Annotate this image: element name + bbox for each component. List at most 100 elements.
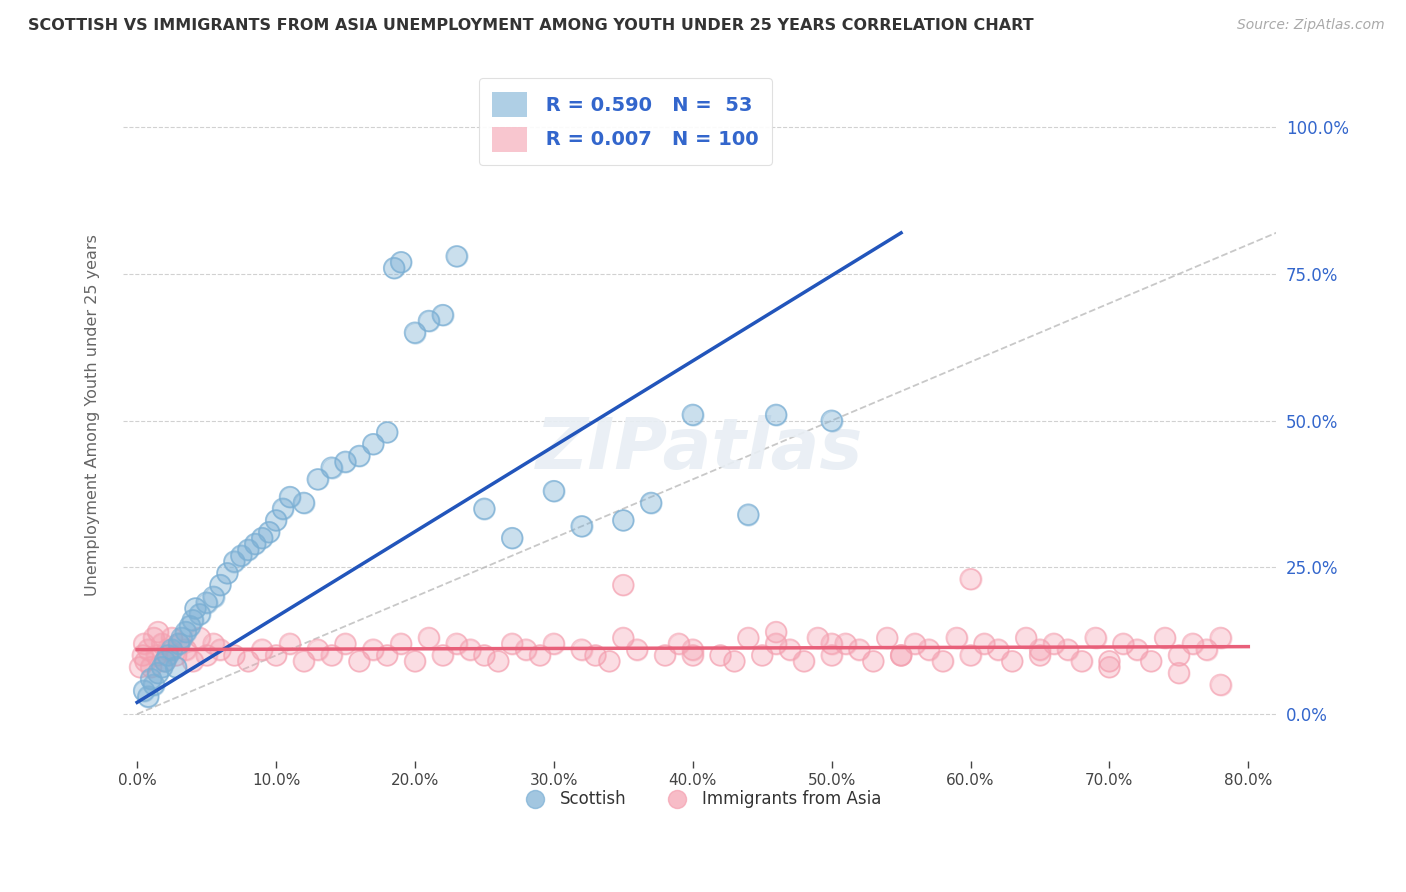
Point: [723, 654, 745, 668]
Point: [959, 648, 981, 663]
Point: [136, 642, 159, 657]
Point: [654, 648, 676, 663]
Point: [904, 637, 927, 651]
Point: [165, 648, 187, 663]
Point: [250, 531, 273, 545]
Point: [876, 631, 898, 645]
Point: [195, 648, 218, 663]
Point: [1112, 637, 1135, 651]
Point: [987, 642, 1010, 657]
Point: [472, 648, 495, 663]
Point: [834, 637, 856, 651]
Point: [890, 648, 912, 663]
Point: [820, 648, 842, 663]
Point: [959, 648, 981, 663]
Point: [292, 496, 315, 510]
Point: [765, 408, 787, 422]
Point: [820, 637, 842, 651]
Point: [779, 642, 801, 657]
Point: [1209, 678, 1232, 692]
Point: [238, 654, 260, 668]
Point: [238, 542, 260, 557]
Point: [543, 637, 565, 651]
Point: [292, 654, 315, 668]
Point: [486, 654, 509, 668]
Point: [1112, 637, 1135, 651]
Point: [793, 654, 815, 668]
Point: [167, 637, 190, 651]
Text: Source: ZipAtlas.com: Source: ZipAtlas.com: [1237, 18, 1385, 32]
Point: [181, 654, 204, 668]
Point: [250, 531, 273, 545]
Point: [918, 642, 941, 657]
Point: [264, 513, 287, 527]
Point: [174, 642, 197, 657]
Point: [156, 642, 179, 657]
Point: [361, 437, 384, 451]
Point: [188, 631, 211, 645]
Point: [432, 648, 454, 663]
Point: [250, 642, 273, 657]
Point: [181, 654, 204, 668]
Point: [460, 642, 482, 657]
Point: [382, 261, 405, 276]
Point: [188, 607, 211, 622]
Point: [132, 637, 155, 651]
Point: [153, 654, 176, 668]
Point: [918, 642, 941, 657]
Point: [862, 654, 884, 668]
Point: [543, 637, 565, 651]
Point: [737, 631, 759, 645]
Point: [160, 631, 183, 645]
Point: [529, 648, 551, 663]
Point: [945, 631, 967, 645]
Point: [987, 642, 1010, 657]
Point: [307, 472, 329, 486]
Point: [1084, 631, 1107, 645]
Point: [1056, 642, 1078, 657]
Point: [472, 501, 495, 516]
Point: [1098, 654, 1121, 668]
Point: [973, 637, 995, 651]
Point: [820, 414, 842, 428]
Point: [1098, 660, 1121, 674]
Point: [375, 648, 398, 663]
Point: [1098, 660, 1121, 674]
Point: [598, 654, 620, 668]
Point: [862, 654, 884, 668]
Point: [231, 549, 253, 563]
Point: [321, 460, 343, 475]
Point: [1084, 631, 1107, 645]
Point: [389, 637, 412, 651]
Point: [446, 637, 468, 651]
Point: [257, 525, 280, 540]
Point: [167, 637, 190, 651]
Point: [932, 654, 955, 668]
Point: [1167, 648, 1189, 663]
Point: [820, 648, 842, 663]
Point: [202, 590, 225, 604]
Point: [139, 672, 162, 686]
Point: [404, 654, 426, 668]
Point: [165, 660, 187, 674]
Point: [820, 414, 842, 428]
Point: [179, 619, 201, 633]
Point: [737, 508, 759, 522]
Point: [807, 631, 830, 645]
Point: [807, 631, 830, 645]
Point: [446, 637, 468, 651]
Point: [153, 654, 176, 668]
Point: [389, 255, 412, 269]
Point: [349, 654, 371, 668]
Point: [150, 637, 173, 651]
Point: [1126, 642, 1149, 657]
Point: [1015, 631, 1038, 645]
Point: [224, 555, 246, 569]
Point: [142, 631, 165, 645]
Point: [765, 408, 787, 422]
Point: [243, 537, 266, 551]
Point: [156, 648, 179, 663]
Point: [224, 648, 246, 663]
Point: [486, 654, 509, 668]
Point: [271, 501, 294, 516]
